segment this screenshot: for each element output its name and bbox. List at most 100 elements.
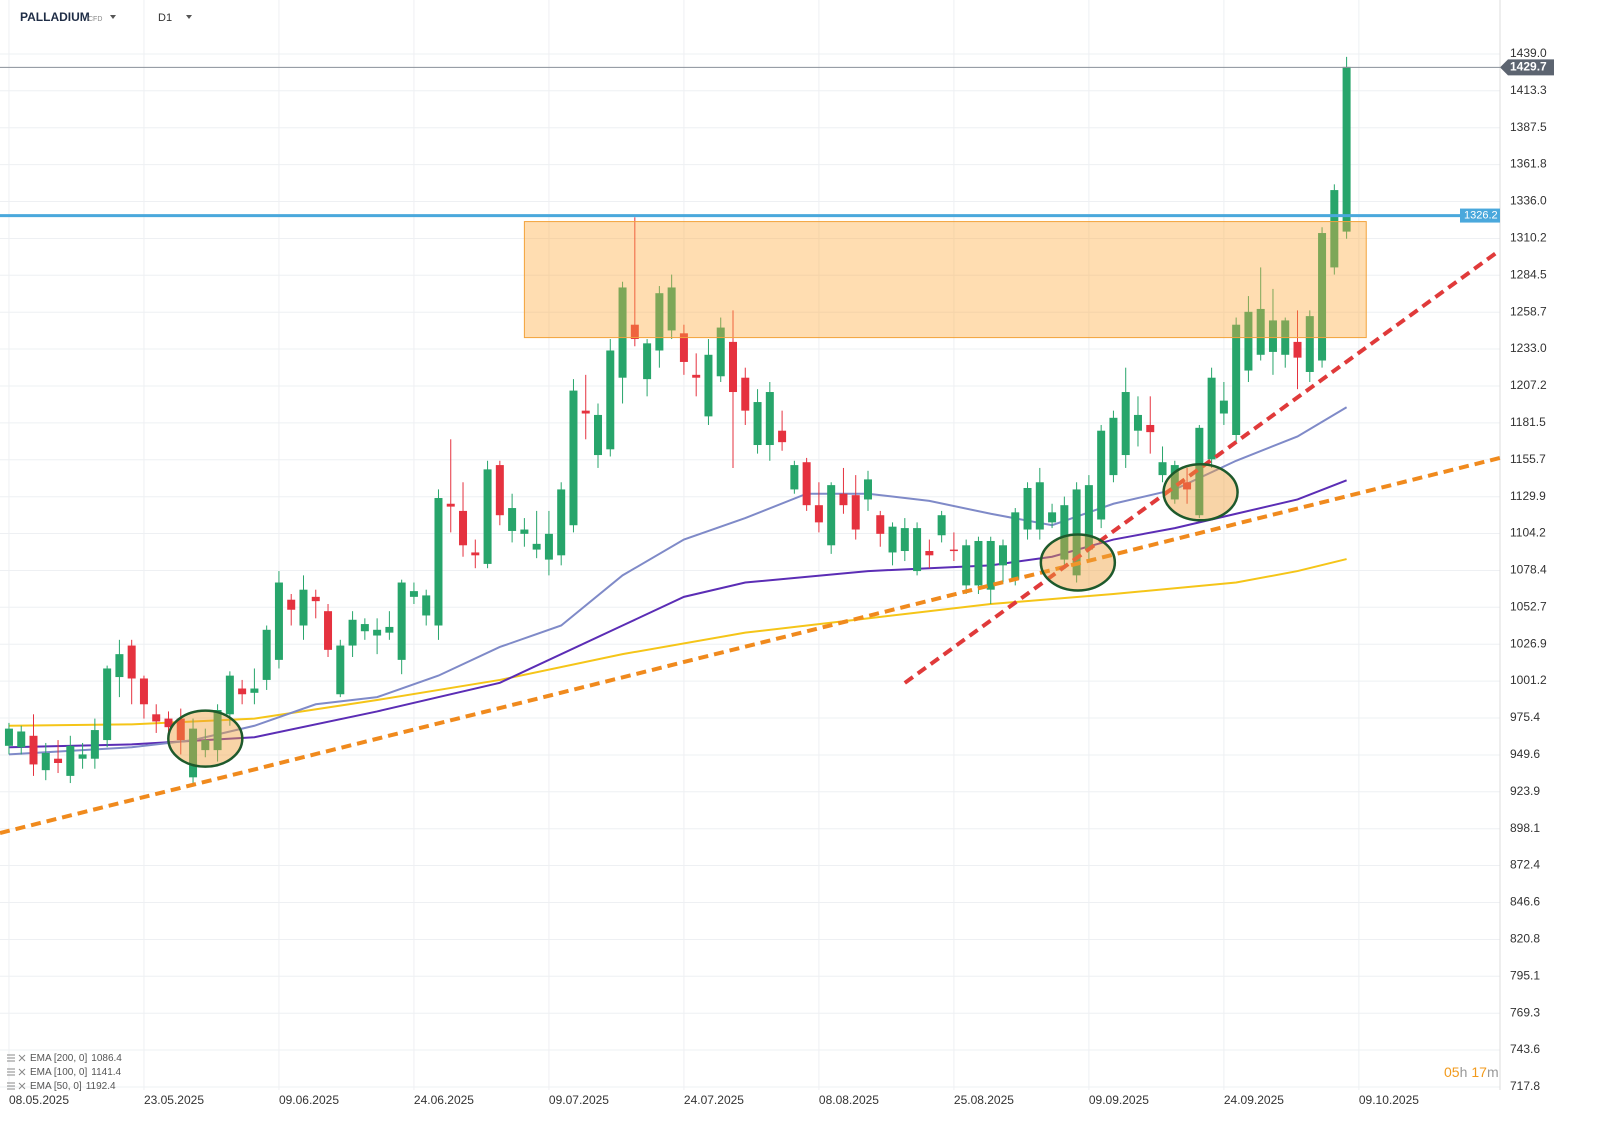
- candle-body: [888, 526, 897, 553]
- candle-body: [667, 287, 676, 331]
- candle-body: [753, 402, 762, 446]
- last-price-label: 1429.7: [1510, 59, 1547, 73]
- candle-body: [1048, 512, 1057, 523]
- candle-body: [618, 287, 627, 378]
- candle-body: [459, 510, 468, 546]
- candle-body: [913, 528, 922, 572]
- candle-body: [41, 752, 50, 771]
- candle-body: [360, 624, 369, 632]
- candle-body: [765, 392, 774, 446]
- y-tick-label: 923.9: [1510, 784, 1540, 798]
- instrument-kind: CFD: [88, 16, 102, 23]
- x-tick-label: 24.09.2025: [1224, 1093, 1284, 1107]
- candle-body: [1035, 482, 1044, 530]
- x-tick-label: 23.05.2025: [144, 1093, 204, 1107]
- candle-body: [1146, 424, 1155, 433]
- candle-body: [778, 430, 787, 443]
- y-tick-label: 820.8: [1510, 932, 1540, 946]
- candle-body: [176, 718, 185, 741]
- candle-body: [655, 293, 664, 351]
- symbol[interactable]: PALLADIUM: [20, 10, 90, 24]
- candle-body: [1072, 489, 1081, 576]
- candle-body: [164, 718, 173, 728]
- candle-body: [238, 688, 247, 695]
- candle-body: [606, 350, 615, 450]
- timer-minutes: 17: [1471, 1064, 1487, 1080]
- candle-body: [1170, 465, 1179, 500]
- candle-body: [483, 469, 492, 564]
- interval[interactable]: D1: [158, 12, 172, 24]
- y-tick-label: 1181.5: [1510, 415, 1546, 429]
- x-tick-label: 24.06.2025: [414, 1093, 474, 1107]
- y-tick-label: 1207.2: [1510, 378, 1547, 392]
- trendline: [0, 455, 1501, 835]
- candle-body: [839, 493, 848, 506]
- candle-body: [1121, 392, 1130, 456]
- legend-name: EMA [50, 0]: [30, 1081, 82, 1092]
- symbol-dropdown[interactable]: [110, 15, 116, 19]
- candle-body: [1207, 377, 1216, 460]
- ema-line: [8, 406, 1348, 756]
- candle-body: [532, 543, 541, 550]
- last-price-tag: [1500, 59, 1554, 76]
- y-tick-label: 1439.0: [1510, 46, 1547, 60]
- level-tag: [1460, 208, 1500, 223]
- candle-body: [974, 540, 983, 586]
- x-tick-label: 09.06.2025: [279, 1093, 339, 1107]
- candle-body: [1195, 427, 1204, 516]
- candle-body: [495, 465, 504, 516]
- candle-body: [127, 645, 136, 679]
- candle-body: [581, 410, 590, 414]
- x-tick-label: 08.05.2025: [9, 1093, 69, 1107]
- candle-body: [103, 668, 112, 741]
- candle-body: [287, 599, 296, 610]
- candle-body: [814, 505, 823, 523]
- candle-body: [434, 498, 443, 626]
- candle-body: [373, 629, 382, 636]
- y-tick-label: 1155.7: [1510, 452, 1546, 466]
- candle-body: [925, 551, 934, 556]
- candle-body: [594, 414, 603, 456]
- candle-body: [66, 745, 75, 776]
- candle-body: [1293, 341, 1302, 358]
- candle-body: [446, 503, 455, 507]
- candle-body: [630, 324, 639, 340]
- candle-body: [201, 740, 210, 751]
- interval-dropdown[interactable]: [186, 15, 192, 19]
- x-tick-label: 09.10.2025: [1359, 1093, 1419, 1107]
- y-tick-label: 1129.9: [1510, 489, 1546, 503]
- candle-body: [225, 675, 234, 715]
- candle-body: [1318, 233, 1327, 361]
- x-tick-label: 24.07.2025: [684, 1093, 744, 1107]
- candle-body: [1244, 311, 1253, 371]
- ema-line: [8, 558, 1347, 727]
- x-tick-label: 09.09.2025: [1089, 1093, 1149, 1107]
- candle-body: [643, 343, 652, 380]
- candle-body: [986, 540, 995, 590]
- candle-body: [998, 545, 1007, 566]
- candle-body: [716, 327, 725, 377]
- candle-body: [189, 728, 198, 778]
- candle-body: [152, 714, 161, 722]
- candle-body: [213, 710, 222, 751]
- candle-body: [397, 582, 406, 660]
- x-tick-label: 25.08.2025: [954, 1093, 1014, 1107]
- candle-body: [569, 390, 578, 526]
- candle-body: [790, 465, 799, 490]
- timer-h: h: [1460, 1064, 1468, 1080]
- candle-body: [1268, 320, 1277, 352]
- candle-body: [1219, 400, 1228, 414]
- candle-body: [262, 629, 271, 680]
- y-tick-label: 1233.0: [1510, 341, 1547, 355]
- legend-value: 1086.4: [91, 1053, 122, 1064]
- trendline: [903, 250, 1499, 685]
- candle-body: [90, 730, 99, 759]
- y-tick-label: 1361.8: [1510, 157, 1547, 171]
- candle-body: [962, 545, 971, 586]
- candle-body: [54, 758, 63, 763]
- legend-icon: [7, 1054, 26, 1062]
- candle-body: [1158, 462, 1167, 476]
- resistance-zone: [523, 221, 1367, 339]
